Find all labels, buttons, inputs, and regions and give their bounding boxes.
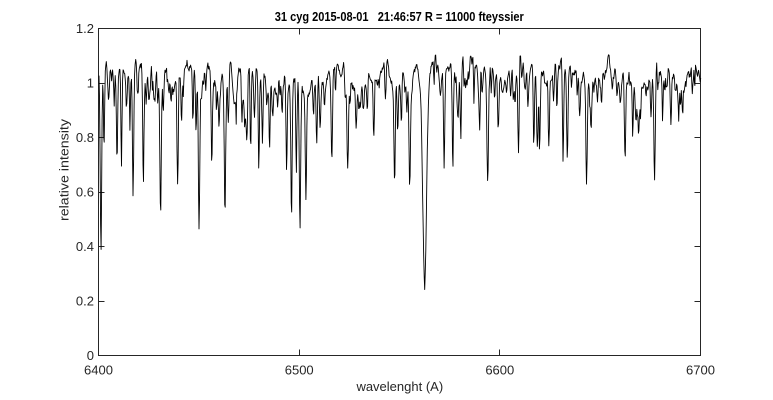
svg-text:31 cyg 2015-08-01 21:46:57 R: 31 cyg 2015-08-01 21:46:57 R = 11000 fte… — [275, 9, 524, 24]
svg-text:6700: 6700 — [686, 363, 715, 378]
svg-text:0.2: 0.2 — [76, 294, 94, 309]
svg-text:1.2: 1.2 — [76, 21, 94, 36]
svg-text:6500: 6500 — [285, 363, 314, 378]
svg-text:0.8: 0.8 — [76, 130, 94, 145]
svg-text:relative intensity: relative intensity — [57, 118, 72, 221]
svg-text:0.6: 0.6 — [76, 185, 94, 200]
svg-text:0: 0 — [87, 348, 94, 363]
svg-text:wavelenght (A): wavelenght (A) — [355, 379, 443, 394]
svg-text:6600: 6600 — [485, 363, 514, 378]
svg-text:0.4: 0.4 — [76, 239, 94, 254]
svg-text:1: 1 — [87, 76, 94, 91]
svg-text:6400: 6400 — [84, 363, 113, 378]
